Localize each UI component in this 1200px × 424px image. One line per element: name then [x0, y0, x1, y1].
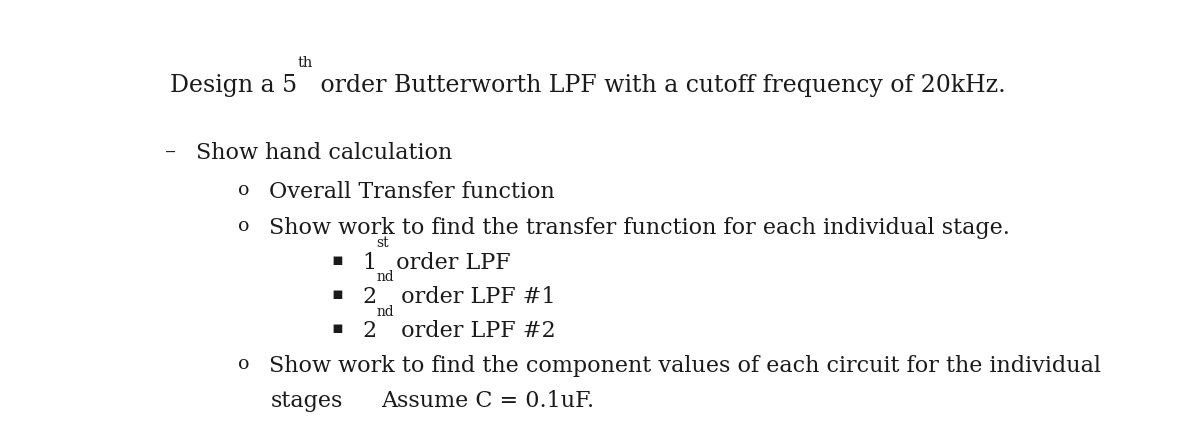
Text: 1: 1 [362, 252, 376, 273]
Text: nd: nd [376, 304, 394, 318]
Text: order Butterworth LPF with a cutoff frequency of 20kHz.: order Butterworth LPF with a cutoff freq… [313, 74, 1006, 97]
Text: o: o [239, 355, 250, 373]
Text: o: o [239, 181, 250, 199]
Text: th: th [298, 56, 313, 70]
Text: Design a 5: Design a 5 [170, 74, 298, 97]
Text: order LPF #2: order LPF #2 [394, 320, 556, 342]
Text: Show work to find the transfer function for each individual stage.: Show work to find the transfer function … [269, 218, 1010, 240]
Text: order LPF #1: order LPF #1 [394, 286, 556, 308]
Text: o: o [239, 218, 250, 235]
Text: st: st [376, 236, 389, 250]
Text: ▪: ▪ [331, 320, 343, 337]
Text: 2: 2 [362, 320, 376, 342]
Text: stages: stages [271, 390, 343, 412]
Text: –: – [164, 142, 176, 164]
Text: Assume C = 0.1uF.: Assume C = 0.1uF. [380, 390, 594, 412]
Text: nd: nd [376, 270, 394, 284]
Text: Show work to find the component values of each circuit for the individual: Show work to find the component values o… [269, 355, 1102, 377]
Text: order LPF: order LPF [389, 252, 510, 273]
Text: 2: 2 [362, 286, 376, 308]
Text: Overall Transfer function: Overall Transfer function [269, 181, 554, 204]
Text: ▪: ▪ [331, 252, 343, 269]
Text: ▪: ▪ [331, 286, 343, 303]
Text: Show hand calculation: Show hand calculation [197, 142, 452, 164]
